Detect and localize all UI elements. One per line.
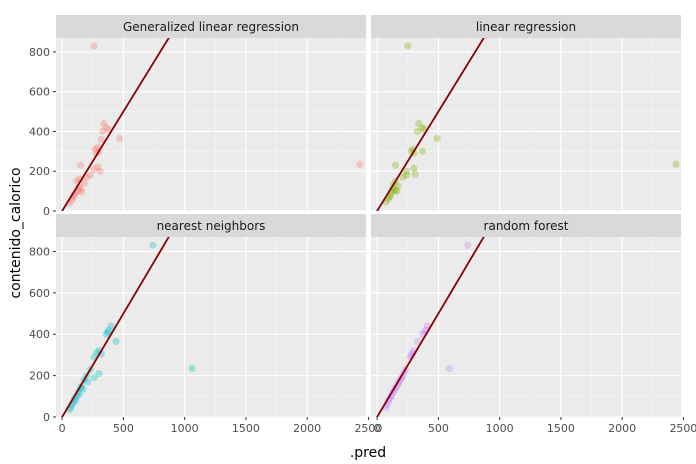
reference-line <box>376 237 485 417</box>
data-point <box>86 171 94 179</box>
data-point <box>404 42 412 50</box>
data-point <box>415 119 423 128</box>
y-tick-label: 800 <box>29 245 50 258</box>
facet-strip <box>56 214 366 237</box>
x-tick-label: 2500 <box>354 422 382 435</box>
y-tick-label: 600 <box>29 86 50 99</box>
data-point <box>391 186 400 194</box>
points <box>65 42 364 207</box>
data-point <box>90 42 98 50</box>
data-point <box>100 119 108 128</box>
data-point <box>393 187 401 195</box>
data-point <box>433 134 441 143</box>
facet-strip-label: nearest neighbors <box>157 219 266 233</box>
data-point <box>116 134 124 143</box>
data-point <box>356 160 364 168</box>
data-point <box>98 127 107 136</box>
data-point <box>78 188 86 196</box>
data-point <box>76 161 85 169</box>
x-tick-label: 1000 <box>171 422 199 435</box>
data-point <box>418 147 427 155</box>
data-point <box>107 322 115 330</box>
facet-strip <box>56 15 366 38</box>
data-point <box>445 364 454 372</box>
data-point <box>149 241 157 249</box>
gridlines <box>56 38 366 211</box>
reference-line <box>376 38 485 211</box>
data-point <box>188 364 196 372</box>
data-point <box>80 179 88 187</box>
data-point <box>464 241 472 249</box>
y-tick-label: 400 <box>29 328 50 341</box>
y-tick-label: 400 <box>29 125 50 138</box>
data-point <box>79 385 87 393</box>
x-tick-label: 1500 <box>232 422 260 435</box>
x-tick-label: 500 <box>113 422 134 435</box>
y-tick-label: 0 <box>43 411 50 424</box>
facet-strip <box>371 15 681 38</box>
y-tick-label: 200 <box>29 165 50 178</box>
data-point <box>418 123 427 132</box>
data-point <box>391 161 400 169</box>
data-point <box>102 123 110 132</box>
data-point <box>102 330 110 338</box>
gridlines <box>371 237 681 417</box>
data-point <box>105 326 113 334</box>
y-tick-label: 800 <box>29 46 50 59</box>
x-tick-label: 2000 <box>293 422 321 435</box>
data-point <box>94 163 102 171</box>
y-tick-label: 600 <box>29 287 50 300</box>
data-point <box>410 164 418 172</box>
reference-line <box>61 237 170 417</box>
data-point <box>399 173 407 181</box>
x-tick-label: 500 <box>428 422 449 435</box>
data-point <box>411 170 419 178</box>
data-point <box>84 378 92 386</box>
panel-background <box>371 38 681 211</box>
panel-background <box>371 237 681 417</box>
x-tick-label: 2000 <box>608 422 636 435</box>
data-point <box>91 145 99 153</box>
x-tick-label: 0 <box>374 422 381 435</box>
data-point <box>95 369 103 378</box>
data-point <box>96 167 104 175</box>
gridlines <box>56 237 366 417</box>
data-point <box>103 328 112 336</box>
data-point <box>394 182 402 190</box>
x-tick-label: 1000 <box>486 422 514 435</box>
axes: 0 200 400 600 800 0 200 400 600 800 0 500 1000 1500 20… <box>29 46 696 435</box>
facet-panel-3: nearest neighbors <box>56 214 366 417</box>
x-tick-label: 1500 <box>547 422 575 435</box>
data-point <box>413 337 422 346</box>
y-tick-label: 0 <box>43 205 50 218</box>
facet-panel-4: random forest <box>371 214 681 417</box>
data-point <box>90 165 98 173</box>
gridlines <box>371 38 681 211</box>
facet-strip-label: Generalized linear regression <box>123 20 299 34</box>
points <box>65 241 196 414</box>
reference-line <box>61 38 170 211</box>
data-point <box>413 127 422 136</box>
data-point <box>112 337 120 346</box>
panel-background <box>56 237 366 417</box>
data-point <box>97 135 105 144</box>
panel-background <box>56 38 366 211</box>
facet-panel-1: Generalized linear regression <box>56 15 366 211</box>
x-axis-title: .pred <box>350 445 386 461</box>
x-tick-label: 2500 <box>669 422 696 435</box>
data-point <box>672 160 680 168</box>
data-point <box>76 185 85 193</box>
facet-strip <box>371 214 681 237</box>
facet-strip-label: linear regression <box>476 20 576 34</box>
facet-panels: Generalized linear regression linear regr… <box>56 15 681 417</box>
data-point <box>402 171 411 179</box>
facet-strip-label: random forest <box>484 219 569 233</box>
facet-panel-2: linear regression <box>371 15 681 211</box>
data-point <box>402 167 411 175</box>
data-point <box>90 374 98 382</box>
y-tick-label: 200 <box>29 370 50 383</box>
x-tick-label: 0 <box>59 422 66 435</box>
y-axis-title: contenido_calorico <box>8 167 24 298</box>
